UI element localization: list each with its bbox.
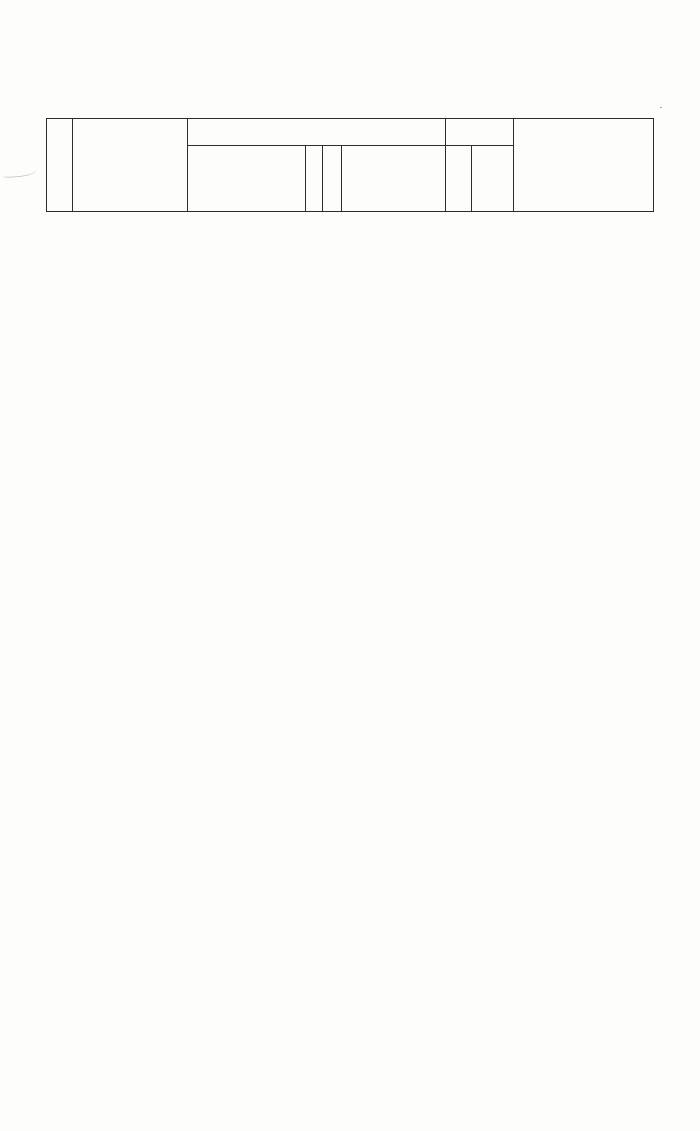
header-since-last-appointed xyxy=(445,151,471,209)
header-prior-to-date-last-appointed xyxy=(471,149,513,209)
pencil-mark xyxy=(2,164,38,179)
column-header-row xyxy=(46,118,654,212)
stray-dot-mark: . xyxy=(659,100,662,110)
section-gangers xyxy=(46,235,654,247)
header-grade xyxy=(322,161,341,207)
header-subclass xyxy=(305,152,322,208)
table-header-block xyxy=(46,118,654,212)
header-prog-no xyxy=(72,133,187,197)
